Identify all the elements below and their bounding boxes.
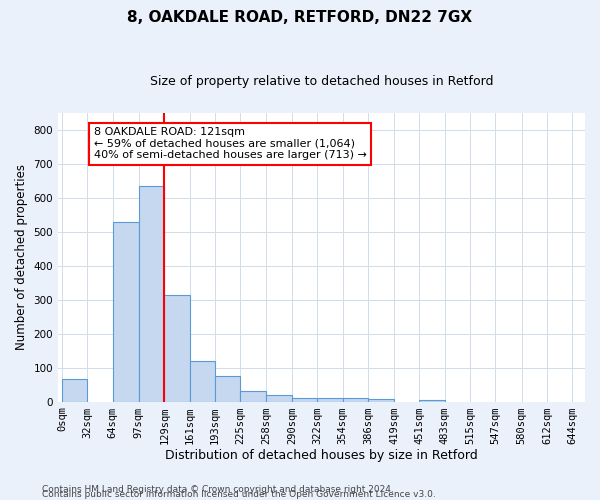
Title: Size of property relative to detached houses in Retford: Size of property relative to detached ho…	[150, 75, 493, 88]
Bar	[62, 380, 88, 402]
Bar	[368, 399, 394, 402]
Bar	[113, 222, 139, 402]
Bar	[240, 392, 266, 402]
Text: 8, OAKDALE ROAD, RETFORD, DN22 7GX: 8, OAKDALE ROAD, RETFORD, DN22 7GX	[127, 10, 473, 25]
Y-axis label: Number of detached properties: Number of detached properties	[15, 164, 28, 350]
Bar	[215, 376, 240, 402]
Text: Contains public sector information licensed under the Open Government Licence v3: Contains public sector information licen…	[42, 490, 436, 499]
Bar	[139, 186, 164, 402]
Bar	[317, 398, 343, 402]
Bar	[164, 295, 190, 402]
Bar	[190, 362, 215, 402]
Text: Contains HM Land Registry data © Crown copyright and database right 2024.: Contains HM Land Registry data © Crown c…	[42, 484, 394, 494]
Bar	[292, 398, 317, 402]
Bar	[343, 398, 368, 402]
Bar	[419, 400, 445, 402]
Text: 8 OAKDALE ROAD: 121sqm
← 59% of detached houses are smaller (1,064)
40% of semi-: 8 OAKDALE ROAD: 121sqm ← 59% of detached…	[94, 127, 367, 160]
X-axis label: Distribution of detached houses by size in Retford: Distribution of detached houses by size …	[165, 450, 478, 462]
Bar	[266, 396, 292, 402]
